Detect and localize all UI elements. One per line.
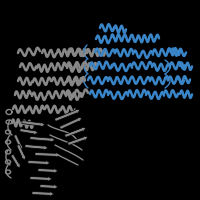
- FancyArrow shape: [17, 144, 26, 160]
- FancyArrow shape: [30, 176, 52, 181]
- FancyArrow shape: [20, 129, 38, 135]
- FancyArrow shape: [68, 136, 88, 145]
- FancyArrow shape: [38, 168, 58, 173]
- FancyArrow shape: [64, 127, 86, 137]
- FancyArrow shape: [59, 117, 82, 129]
- FancyArrow shape: [28, 160, 50, 165]
- FancyArrow shape: [25, 145, 48, 150]
- FancyArrow shape: [32, 191, 54, 196]
- FancyArrow shape: [11, 154, 20, 168]
- FancyArrow shape: [14, 134, 23, 150]
- FancyArrow shape: [30, 137, 55, 142]
- FancyArrow shape: [35, 152, 60, 157]
- FancyArrow shape: [54, 109, 80, 121]
- FancyArrow shape: [22, 121, 45, 127]
- FancyArrow shape: [40, 184, 58, 189]
